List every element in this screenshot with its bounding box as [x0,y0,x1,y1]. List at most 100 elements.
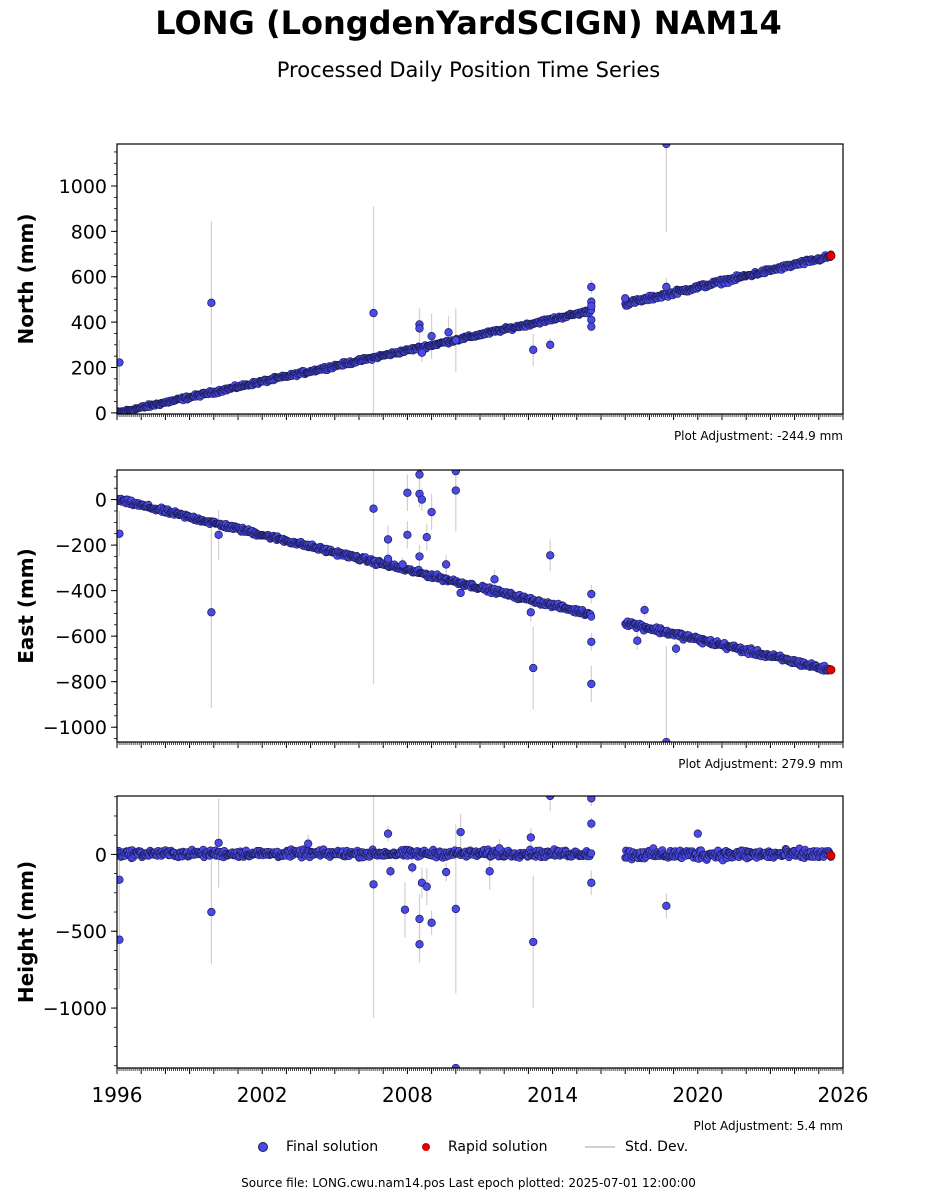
final-point [427,507,436,517]
final-point [369,308,378,318]
y-tick-label: −400 [55,581,107,603]
final-point [587,796,596,803]
final-point [117,358,124,367]
final-point [451,470,460,476]
final-point [495,844,504,853]
legend-label-rapid: Rapid solution [448,1139,548,1155]
final-point [671,644,681,653]
final-point [398,560,407,569]
chart-subtitle: Processed Daily Position Time Series [276,58,661,82]
y-axis-label: East (mm) [14,548,38,664]
final-point [587,637,596,646]
final-point [640,605,649,615]
y-tick-label: −1000 [43,998,107,1020]
y-tick-label: 200 [71,357,107,379]
x-tick-label: 1996 [92,1083,143,1107]
final-point [207,907,216,917]
final-point [415,940,424,949]
final-point [451,336,460,345]
final-point [400,905,410,914]
final-point [546,551,555,560]
final-point [662,144,671,149]
legend-label-stddev: Std. Dev. [625,1139,689,1155]
y-tick-label: −600 [55,626,107,648]
panel-1: 0 200 400 600 800 1000 North (mm) Plot Adjustme… [14,143,844,443]
y-tick-label: 0 [95,490,107,512]
final-point [529,663,538,673]
y-tick-label: 0 [95,403,107,425]
x-tick-label: 2002 [237,1083,288,1107]
legend-item-rapid: Rapid solution [422,1136,548,1158]
final-point [415,324,424,333]
final-point [417,495,427,504]
final-point [214,530,223,540]
final-point [529,345,538,354]
legend-item-stddev: Std. Dev. [585,1136,688,1158]
final-point [587,322,596,331]
chart-title: LONG (LongdenYardSCIGN) NAM14 [155,4,782,42]
final-point [546,340,555,349]
final-point [415,470,424,479]
final-point [529,937,538,947]
panel-frame [116,795,844,1069]
rapid-marker-icon [422,1143,430,1151]
panel-2: −1000 −800 −600 −400 −200 0 East (mm) Plot Adju… [14,469,844,771]
x-tick-label: 2014 [527,1083,578,1107]
final-point [526,833,535,842]
stddev-line-icon [585,1146,615,1148]
y-axis-label: Height (mm) [14,861,38,1003]
final-point [587,849,596,858]
final-point [422,882,431,891]
final-point [444,328,453,337]
y-tick-label: 600 [71,267,107,289]
y-tick-label: −500 [55,921,107,943]
legend-label-final: Final solution [286,1139,379,1155]
legend: Final solution Rapid solution Std. Dev. [240,1136,740,1160]
final-point [587,819,596,828]
rapid-point [826,665,836,675]
y-tick-label: 1000 [59,176,107,198]
x-tick-label: 2026 [818,1083,869,1107]
final-point [117,935,124,944]
panel-3: −1000 −500 0 Height (mm) Plot Adjustment: 5.… [14,795,844,1133]
rapid-point [826,851,836,861]
final-point [417,348,427,357]
final-point [422,532,431,542]
final-point [587,679,596,689]
final-point [408,863,417,872]
final-point [214,838,223,848]
final-point [485,867,494,876]
final-point [451,486,460,495]
final-point [451,904,460,914]
x-tick-label: 2008 [382,1083,433,1107]
final-point [117,875,124,884]
final-point [383,829,393,838]
y-tick-label: −1000 [43,717,107,739]
final-point [587,878,596,887]
source-footer: Source file: LONG.cwu.nam14.pos Last epo… [241,1176,696,1190]
final-point [117,529,124,538]
final-point [587,589,596,599]
final-point [587,282,596,292]
final-point [403,488,412,497]
final-point [526,608,535,617]
final-point [662,737,671,742]
final-point [383,535,393,544]
final-point [490,575,499,584]
final-point [415,552,424,561]
final-point [621,294,630,303]
y-tick-label: 800 [71,221,107,243]
final-point [456,588,465,598]
y-tick-label: 0 [95,844,107,866]
y-tick-label: −200 [55,535,107,557]
final-point [207,608,216,617]
x-tick-label: 2020 [672,1083,723,1107]
final-point [207,298,216,307]
final-point [415,914,424,924]
plot-area [117,470,836,742]
final-point [369,880,378,889]
plot-adjustment-label: Plot Adjustment: 5.4 mm [694,1119,843,1133]
y-axis-label: North (mm) [14,213,38,344]
final-point [427,918,436,927]
